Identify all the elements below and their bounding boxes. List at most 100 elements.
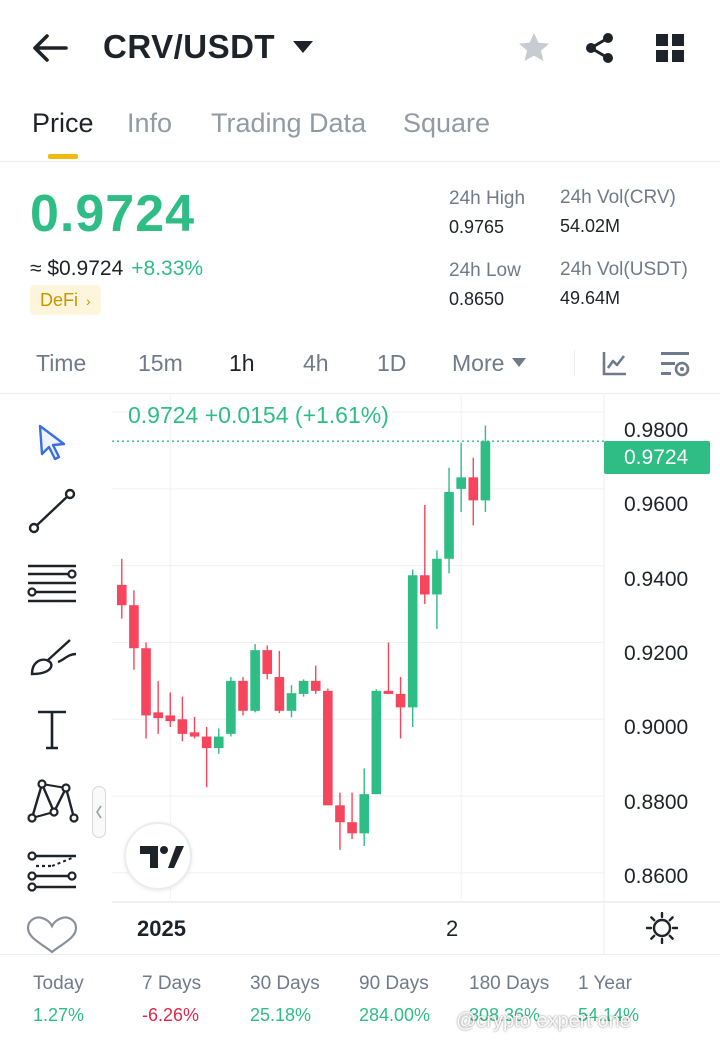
candle-body: [444, 491, 454, 559]
perf-label-7d: 7 Days: [142, 973, 202, 994]
perf-value-30d: 25.18%: [250, 1005, 312, 1025]
tradingview-logo-icon: [140, 846, 184, 868]
candle-body: [371, 690, 382, 795]
candle-body: [432, 558, 442, 595]
tab-square[interactable]: Square: [403, 108, 491, 138]
brush-icon[interactable]: [24, 630, 80, 686]
y-tick-label: 0.9200: [624, 642, 689, 665]
text-tool-icon[interactable]: [24, 702, 80, 758]
last-price: 0.9724: [30, 185, 196, 243]
candle-body: [298, 680, 309, 694]
candle-body: [395, 693, 406, 708]
interval-4h[interactable]: 4h: [303, 350, 329, 376]
candle-body: [238, 680, 248, 711]
candle-body: [274, 677, 285, 711]
y-tick-label: 0.9800: [624, 419, 689, 442]
tab-bar: Price Info Trading Data Square: [0, 96, 720, 162]
perf-value-today: 1.27%: [33, 1005, 85, 1025]
interval-1h[interactable]: 1h: [229, 350, 255, 376]
vol-usdt-value: 49.64M: [560, 288, 621, 308]
candle-body: [262, 650, 273, 674]
chart-readout: 0.9724 +0.0154 (+1.61%): [128, 402, 389, 428]
share-icon[interactable]: [582, 30, 618, 66]
interval-more[interactable]: More: [452, 350, 505, 376]
candle-body: [117, 584, 127, 606]
favorite-star-icon[interactable]: [516, 30, 552, 66]
tradingview-logo[interactable]: [124, 822, 192, 890]
candle-body: [480, 441, 491, 501]
cursor-icon[interactable]: [24, 414, 80, 470]
perf-value-90d: 284.00%: [359, 1005, 431, 1025]
tab-trading-data[interactable]: Trading Data: [211, 108, 367, 138]
y-tick-label: 0.8800: [624, 791, 689, 814]
candle-body: [286, 693, 297, 711]
candle-body: [407, 575, 418, 708]
chevron-down-icon[interactable]: [512, 358, 526, 367]
chart-settings-icon[interactable]: [660, 350, 690, 378]
candle-body: [201, 736, 212, 749]
perf-label-90d: 90 Days: [359, 973, 429, 994]
vol-usdt-label: 24h Vol(USDT): [560, 259, 688, 280]
pattern-tool-icon[interactable]: [24, 772, 80, 828]
x-tick-label: 2: [446, 916, 459, 941]
candle-body: [468, 477, 479, 501]
trend-line-icon[interactable]: [24, 484, 80, 540]
y-tick-label: 0.9600: [624, 493, 689, 516]
fib-tool-icon[interactable]: [24, 844, 80, 900]
tab-price[interactable]: Price: [32, 108, 94, 138]
perf-value-180d: 308.36%: [469, 1005, 541, 1025]
indicator-chart-icon[interactable]: [602, 350, 628, 376]
theme-sun-icon[interactable]: [646, 912, 678, 944]
candlestick-chart[interactable]: [112, 394, 720, 954]
interval-1d[interactable]: 1D: [377, 350, 407, 376]
horizontal-lines-icon[interactable]: [24, 556, 80, 612]
perf-label-180d: 180 Days: [469, 973, 550, 994]
perf-label-today: Today: [33, 973, 84, 994]
candle-body: [189, 732, 200, 737]
y-tick-label: 0.9400: [624, 568, 689, 591]
candle-body: [383, 690, 394, 694]
vol-crv-label: 24h Vol(CRV): [560, 187, 676, 208]
candle-body: [129, 605, 139, 649]
chevron-down-icon[interactable]: [292, 40, 314, 54]
candle-body: [456, 477, 466, 489]
vol-crv-value: 54.02M: [560, 216, 621, 236]
perf-value-7d: -6.26%: [142, 1005, 200, 1025]
y-tick-label: 0.9000: [624, 716, 689, 739]
candle-body: [177, 719, 188, 734]
collapse-toolbar-handle[interactable]: [92, 786, 106, 838]
tab-info[interactable]: Info: [127, 108, 173, 138]
top-bar: CRV/USDT: [0, 0, 720, 96]
interval-15m[interactable]: 15m: [138, 350, 183, 376]
candle-body: [359, 794, 369, 834]
pair-title[interactable]: CRV/USDT: [103, 28, 276, 65]
interval-time[interactable]: Time: [36, 350, 87, 376]
low-label: 24h Low: [449, 260, 521, 281]
x-tick-label: 2025: [137, 916, 186, 941]
divider: [574, 350, 575, 376]
perf-value-1y: 54.14%: [578, 1005, 640, 1025]
candle-body: [420, 575, 430, 595]
chevron-left-icon: [96, 805, 102, 819]
back-arrow-icon[interactable]: [30, 30, 70, 66]
candle-body: [250, 650, 260, 711]
category-tag-label: DeFi: [40, 290, 79, 310]
perf-label-1y: 1 Year: [578, 973, 632, 994]
price-usd: ≈ $0.9724: [30, 257, 124, 280]
candle-body: [323, 690, 333, 806]
current-price-tag: 0.9724: [604, 441, 710, 474]
high-value: 0.9765: [449, 217, 505, 237]
favorites-heart-icon[interactable]: [24, 916, 80, 954]
category-tag[interactable]: DeFi ›: [30, 285, 101, 315]
interval-bar: Time 15m 1h 4h 1D More: [0, 336, 720, 394]
price-approx: ≈ $0.9724 +8.33%: [30, 257, 203, 281]
low-value: 0.8650: [449, 289, 505, 309]
candle-body: [335, 805, 345, 823]
candle-body: [165, 715, 176, 722]
high-label: 24h High: [449, 188, 526, 209]
grid-menu-icon[interactable]: [654, 32, 686, 64]
candle-body: [347, 822, 357, 834]
performance-row: Today 1.27% 7 Days -6.26% 30 Days 25.18%…: [0, 954, 720, 1046]
watermark: @crypto expert one: [456, 1010, 631, 1032]
candle-body: [153, 712, 163, 719]
